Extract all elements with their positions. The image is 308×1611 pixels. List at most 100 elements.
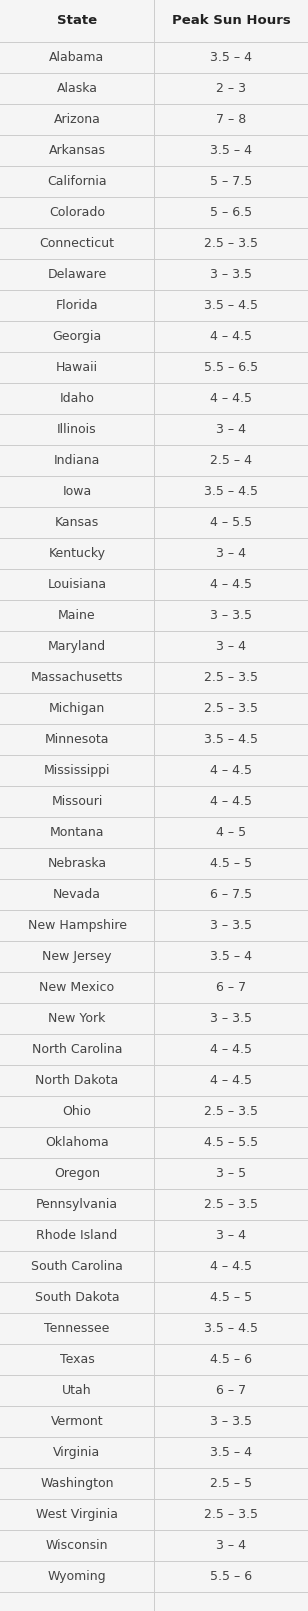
- Text: 4 – 5: 4 – 5: [216, 826, 246, 839]
- Text: 5 – 6.5: 5 – 6.5: [210, 206, 252, 219]
- Text: North Carolina: North Carolina: [32, 1042, 122, 1055]
- Text: 3 – 4: 3 – 4: [216, 1229, 246, 1242]
- Text: Alabama: Alabama: [49, 52, 105, 64]
- Text: West Virginia: West Virginia: [36, 1508, 118, 1521]
- Text: Oklahoma: Oklahoma: [45, 1136, 109, 1149]
- Text: Alaska: Alaska: [56, 82, 98, 95]
- Text: Illinois: Illinois: [57, 424, 97, 437]
- Text: Arkansas: Arkansas: [48, 143, 106, 156]
- Text: Pennsylvania: Pennsylvania: [36, 1199, 118, 1211]
- Text: Idaho: Idaho: [59, 391, 95, 404]
- Text: Ohio: Ohio: [63, 1105, 91, 1118]
- Text: 2.5 – 4: 2.5 – 4: [210, 454, 252, 467]
- Text: Indiana: Indiana: [54, 454, 100, 467]
- Text: 2.5 – 3.5: 2.5 – 3.5: [204, 1105, 258, 1118]
- Text: 3 – 3.5: 3 – 3.5: [210, 918, 252, 933]
- Text: 4.5 – 6: 4.5 – 6: [210, 1353, 252, 1366]
- Text: 4 – 4.5: 4 – 4.5: [210, 330, 252, 343]
- Text: New York: New York: [48, 1012, 106, 1025]
- Text: Louisiana: Louisiana: [47, 578, 107, 591]
- Text: 3.5 – 4: 3.5 – 4: [210, 52, 252, 64]
- Text: Massachusetts: Massachusetts: [31, 672, 123, 685]
- Text: 3 – 4: 3 – 4: [216, 548, 246, 561]
- Text: Oregon: Oregon: [54, 1166, 100, 1179]
- Text: Virginia: Virginia: [53, 1447, 101, 1460]
- Text: 4 – 4.5: 4 – 4.5: [210, 1042, 252, 1055]
- Text: 4 – 4.5: 4 – 4.5: [210, 1260, 252, 1273]
- Text: Peak Sun Hours: Peak Sun Hours: [172, 14, 290, 27]
- Text: New Jersey: New Jersey: [42, 950, 112, 963]
- Text: 5.5 – 6.5: 5.5 – 6.5: [204, 361, 258, 374]
- Text: Utah: Utah: [62, 1384, 92, 1397]
- Text: 2.5 – 5: 2.5 – 5: [210, 1477, 252, 1490]
- Text: 4 – 4.5: 4 – 4.5: [210, 1075, 252, 1087]
- Text: 2.5 – 3.5: 2.5 – 3.5: [204, 1508, 258, 1521]
- Text: South Dakota: South Dakota: [35, 1290, 119, 1303]
- Text: Wisconsin: Wisconsin: [46, 1539, 108, 1551]
- Text: North Dakota: North Dakota: [35, 1075, 119, 1087]
- Text: 3.5 – 4.5: 3.5 – 4.5: [204, 300, 258, 313]
- Text: Kansas: Kansas: [55, 516, 99, 528]
- Text: 4 – 4.5: 4 – 4.5: [210, 794, 252, 809]
- Text: 5.5 – 6: 5.5 – 6: [210, 1571, 252, 1584]
- Text: State: State: [57, 14, 97, 27]
- Text: Missouri: Missouri: [51, 794, 103, 809]
- Text: 3 – 3.5: 3 – 3.5: [210, 1414, 252, 1427]
- Text: Wyoming: Wyoming: [48, 1571, 106, 1584]
- Text: 2.5 – 3.5: 2.5 – 3.5: [204, 702, 258, 715]
- Text: 4.5 – 5: 4.5 – 5: [210, 857, 252, 870]
- Text: 3 – 4: 3 – 4: [216, 424, 246, 437]
- Text: California: California: [47, 176, 107, 188]
- Text: 4.5 – 5.5: 4.5 – 5.5: [204, 1136, 258, 1149]
- Text: Florida: Florida: [56, 300, 98, 313]
- Text: 4 – 4.5: 4 – 4.5: [210, 764, 252, 777]
- Text: New Hampshire: New Hampshire: [27, 918, 127, 933]
- Text: 4 – 4.5: 4 – 4.5: [210, 578, 252, 591]
- Text: 3.5 – 4.5: 3.5 – 4.5: [204, 733, 258, 746]
- Text: 3.5 – 4: 3.5 – 4: [210, 1447, 252, 1460]
- Text: Hawaii: Hawaii: [56, 361, 98, 374]
- Text: 4 – 4.5: 4 – 4.5: [210, 391, 252, 404]
- Text: Michigan: Michigan: [49, 702, 105, 715]
- Text: 3 – 3.5: 3 – 3.5: [210, 267, 252, 280]
- Text: 3 – 5: 3 – 5: [216, 1166, 246, 1179]
- Text: 3 – 3.5: 3 – 3.5: [210, 1012, 252, 1025]
- Text: 3.5 – 4: 3.5 – 4: [210, 143, 252, 156]
- Text: 3 – 3.5: 3 – 3.5: [210, 609, 252, 622]
- Text: 3 – 4: 3 – 4: [216, 1539, 246, 1551]
- Text: Washington: Washington: [40, 1477, 114, 1490]
- Text: 2.5 – 3.5: 2.5 – 3.5: [204, 672, 258, 685]
- Text: South Carolina: South Carolina: [31, 1260, 123, 1273]
- Text: Maine: Maine: [58, 609, 96, 622]
- Text: 3.5 – 4: 3.5 – 4: [210, 950, 252, 963]
- Text: 3.5 – 4.5: 3.5 – 4.5: [204, 1323, 258, 1336]
- Text: Colorado: Colorado: [49, 206, 105, 219]
- Text: 3 – 4: 3 – 4: [216, 640, 246, 652]
- Text: Maryland: Maryland: [48, 640, 106, 652]
- Text: 5 – 7.5: 5 – 7.5: [210, 176, 252, 188]
- Text: Connecticut: Connecticut: [39, 237, 115, 250]
- Text: 6 – 7: 6 – 7: [216, 981, 246, 994]
- Text: Minnesota: Minnesota: [45, 733, 109, 746]
- Text: 2.5 – 3.5: 2.5 – 3.5: [204, 237, 258, 250]
- Text: 4 – 5.5: 4 – 5.5: [210, 516, 252, 528]
- Text: Mississippi: Mississippi: [44, 764, 110, 777]
- Text: Tennessee: Tennessee: [44, 1323, 110, 1336]
- Text: Texas: Texas: [60, 1353, 94, 1366]
- Text: Rhode Island: Rhode Island: [36, 1229, 118, 1242]
- Text: 3.5 – 4.5: 3.5 – 4.5: [204, 485, 258, 498]
- Text: Nevada: Nevada: [53, 888, 101, 901]
- Text: 6 – 7: 6 – 7: [216, 1384, 246, 1397]
- Text: Montana: Montana: [50, 826, 104, 839]
- Text: 2.5 – 3.5: 2.5 – 3.5: [204, 1199, 258, 1211]
- Text: Vermont: Vermont: [51, 1414, 103, 1427]
- Text: Iowa: Iowa: [63, 485, 91, 498]
- Text: 7 – 8: 7 – 8: [216, 113, 246, 126]
- Text: Kentucky: Kentucky: [48, 548, 106, 561]
- Text: New Mexico: New Mexico: [39, 981, 115, 994]
- Text: 4.5 – 5: 4.5 – 5: [210, 1290, 252, 1303]
- Text: Delaware: Delaware: [47, 267, 107, 280]
- Text: 6 – 7.5: 6 – 7.5: [210, 888, 252, 901]
- Text: Georgia: Georgia: [52, 330, 102, 343]
- Text: 2 – 3: 2 – 3: [216, 82, 246, 95]
